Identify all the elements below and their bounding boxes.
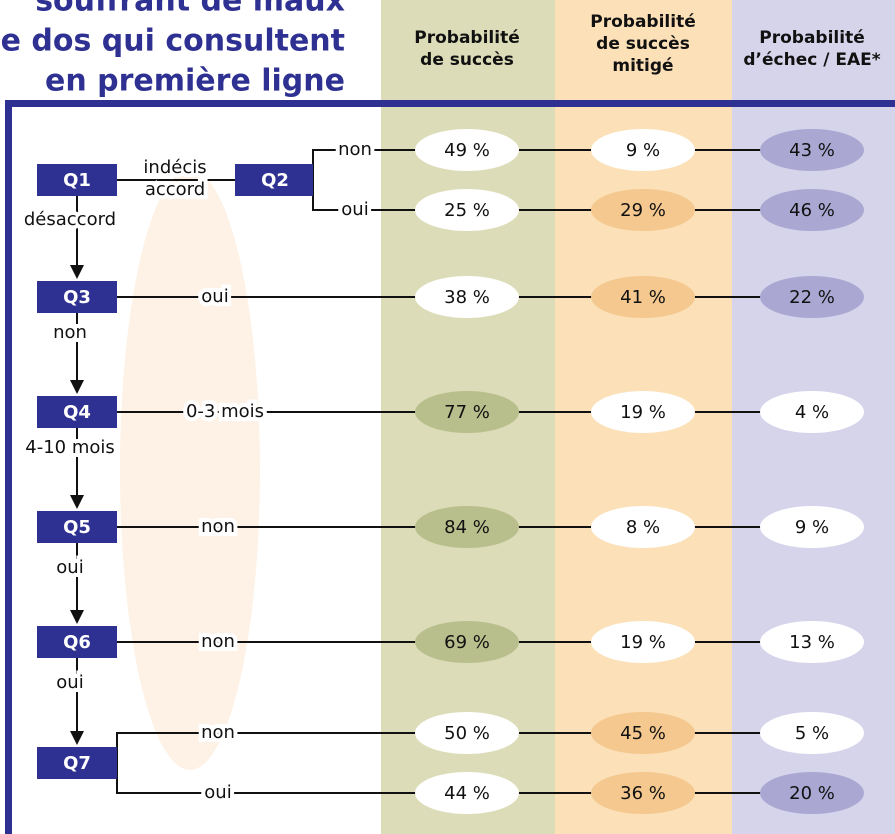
column-header: mitigé bbox=[612, 56, 673, 76]
row-label: oui bbox=[204, 782, 231, 803]
bracket bbox=[313, 150, 325, 210]
question-label: Q1 bbox=[63, 170, 91, 191]
column-header: de succès bbox=[420, 50, 514, 70]
question-label: Q5 bbox=[63, 517, 91, 538]
probability-value: 77 % bbox=[444, 402, 490, 423]
connector-label: indécis bbox=[143, 157, 206, 178]
connector-label: désaccord bbox=[24, 209, 116, 230]
probability-value: 4 % bbox=[795, 402, 829, 423]
probability-value: 50 % bbox=[444, 723, 490, 744]
probability-value: 9 % bbox=[626, 140, 660, 161]
probability-value: 20 % bbox=[789, 783, 835, 804]
probability-value: 41 % bbox=[620, 287, 666, 308]
probability-value: 22 % bbox=[789, 287, 835, 308]
title-line: de dos qui consultent bbox=[0, 24, 345, 59]
question-label: Q3 bbox=[63, 287, 91, 308]
probability-value: 45 % bbox=[620, 723, 666, 744]
question-label: Q4 bbox=[63, 402, 91, 423]
row-label: non bbox=[201, 516, 235, 537]
probability-value: 43 % bbox=[789, 140, 835, 161]
probability-value: 8 % bbox=[626, 517, 660, 538]
connector-label: oui bbox=[56, 557, 83, 578]
column-header: de succès bbox=[596, 34, 690, 54]
row-label: non bbox=[338, 139, 372, 160]
question-label: Q2 bbox=[261, 170, 289, 191]
title-line: en première ligne bbox=[45, 64, 345, 99]
spine-illustration bbox=[120, 170, 260, 770]
arrowhead bbox=[70, 380, 84, 394]
probability-value: 69 % bbox=[444, 632, 490, 653]
connector-label: 4-10 mois bbox=[25, 437, 115, 458]
bracket bbox=[117, 733, 130, 793]
probability-value: 19 % bbox=[620, 632, 666, 653]
title-line: souffrant de maux bbox=[35, 0, 345, 19]
probability-value: 49 % bbox=[444, 140, 490, 161]
connector-label: non bbox=[53, 322, 87, 343]
row-label: oui bbox=[341, 199, 368, 220]
connector-label: accord bbox=[145, 179, 205, 200]
arrowhead bbox=[70, 265, 84, 279]
probability-value: 46 % bbox=[789, 200, 835, 221]
row-label: 0-3 mois bbox=[186, 401, 264, 422]
probability-value: 5 % bbox=[795, 723, 829, 744]
question-label: Q6 bbox=[63, 632, 91, 653]
question-label: Q7 bbox=[63, 753, 91, 774]
arrowhead bbox=[70, 495, 84, 509]
diagram: Probabilitéde succèsProbabilitéde succès… bbox=[0, 0, 895, 834]
connector-label: oui bbox=[56, 672, 83, 693]
probability-value: 9 % bbox=[795, 517, 829, 538]
probability-value: 84 % bbox=[444, 517, 490, 538]
row-label: oui bbox=[201, 286, 228, 307]
arrowhead bbox=[70, 610, 84, 624]
frame-left bbox=[5, 100, 12, 834]
arrowhead bbox=[70, 731, 84, 745]
probability-value: 13 % bbox=[789, 632, 835, 653]
probability-value: 38 % bbox=[444, 287, 490, 308]
probability-value: 25 % bbox=[444, 200, 490, 221]
column-header: d’échec / EAE* bbox=[743, 50, 880, 70]
frame-top bbox=[5, 100, 895, 107]
column-header: Probabilité bbox=[590, 12, 695, 32]
row-label: non bbox=[201, 722, 235, 743]
probability-value: 19 % bbox=[620, 402, 666, 423]
probability-value: 44 % bbox=[444, 783, 490, 804]
probability-value: 36 % bbox=[620, 783, 666, 804]
probability-value: 29 % bbox=[620, 200, 666, 221]
column-header: Probabilité bbox=[414, 28, 519, 48]
column-header: Probabilité bbox=[759, 28, 864, 48]
row-label: non bbox=[201, 631, 235, 652]
